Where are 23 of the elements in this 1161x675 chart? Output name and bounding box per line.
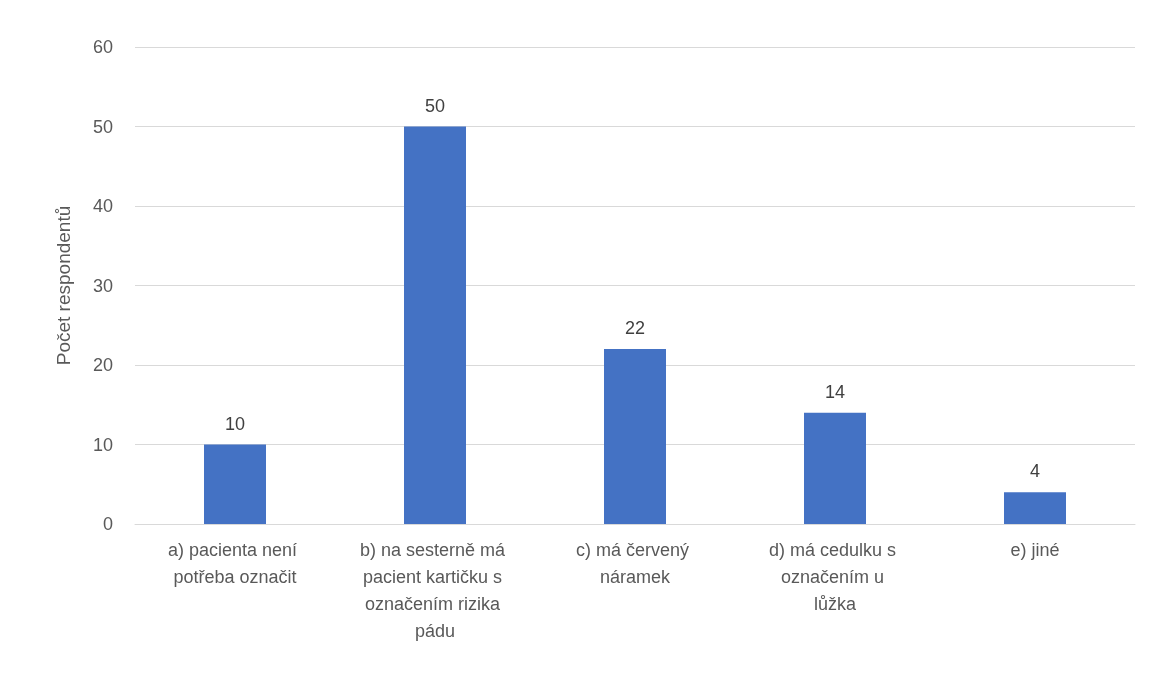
bar (404, 126, 466, 524)
y-tick-label: 40 (92, 196, 113, 216)
y-tick-label: 30 (92, 275, 113, 296)
x-tick-label: b) na sesterně má pacient kartičku s označením rizika pádu (359, 539, 511, 641)
y-axis-title: Počet respondentů (53, 205, 74, 366)
data-label: 22 (624, 318, 646, 339)
data-label: 10 (224, 413, 246, 434)
data-label: 4 (1029, 461, 1041, 482)
bar (1004, 492, 1066, 524)
x-tick-label: d) má cedulku s označením u lůžka (768, 539, 902, 614)
y-tick-label: 20 (92, 355, 113, 375)
x-tick-label: c) má červený náramek (575, 539, 695, 587)
bar (204, 444, 266, 524)
x-tick-label: a) pacienta není potřeba označit (167, 539, 303, 587)
y-tick-label: 10 (92, 434, 113, 455)
bar (804, 412, 866, 524)
data-label: 14 (824, 381, 846, 402)
y-tick-label: 60 (92, 37, 113, 57)
y-tick-label: 0 (102, 514, 113, 534)
data-label: 50 (424, 95, 446, 116)
x-tick-label: e) jiné (1010, 539, 1060, 560)
bar (604, 349, 666, 524)
y-tick-label: 50 (92, 116, 113, 137)
